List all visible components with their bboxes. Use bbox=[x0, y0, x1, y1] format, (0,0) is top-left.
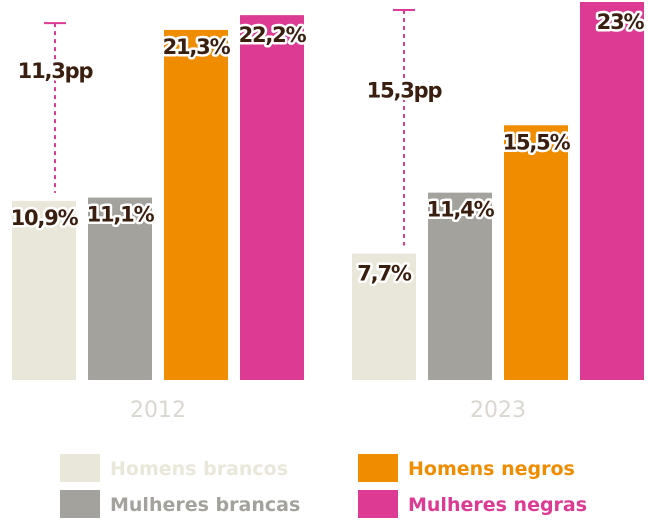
gap-label: 11,3pp bbox=[18, 59, 94, 83]
data-label: 15,5% bbox=[503, 130, 571, 154]
legend-swatch bbox=[60, 454, 100, 482]
data-label: 22,2% bbox=[239, 23, 307, 47]
legend-label: Homens negros bbox=[408, 458, 575, 480]
data-label: 10,9% bbox=[11, 206, 79, 230]
legend-item: Homens negros bbox=[358, 454, 575, 482]
legend-label: Homens brancos bbox=[110, 458, 288, 480]
bar-group-2023 bbox=[352, 2, 644, 381]
legend: Homens brancos Mulheres brancas Homens neg… bbox=[60, 454, 587, 518]
legend-swatch bbox=[358, 454, 398, 482]
legend-item: Mulheres negras bbox=[358, 490, 587, 518]
bar bbox=[240, 15, 304, 380]
data-label: 11,1% bbox=[87, 203, 155, 227]
bar bbox=[428, 192, 492, 380]
bar bbox=[164, 29, 228, 381]
legend-swatch bbox=[60, 490, 100, 518]
legend-item: Homens brancos bbox=[60, 454, 288, 482]
category-label: 2012 bbox=[130, 398, 186, 423]
legend-swatch bbox=[358, 490, 398, 518]
bar-group-2012 bbox=[12, 15, 304, 381]
category-label: 2023 bbox=[470, 398, 526, 423]
legend-label: Mulheres brancas bbox=[110, 494, 300, 516]
legend-item: Mulheres brancas bbox=[60, 490, 300, 518]
bar bbox=[88, 197, 152, 380]
bar bbox=[352, 253, 416, 380]
bar bbox=[504, 125, 568, 381]
data-label: 23% bbox=[597, 10, 645, 34]
gap-label: 15,3pp bbox=[367, 79, 443, 103]
data-label: 11,4% bbox=[427, 198, 495, 222]
bar bbox=[580, 2, 644, 380]
data-label: 21,3% bbox=[163, 35, 231, 59]
data-label: 7,7% bbox=[357, 261, 412, 285]
legend-label: Mulheres negras bbox=[408, 494, 587, 516]
bar bbox=[12, 200, 76, 380]
